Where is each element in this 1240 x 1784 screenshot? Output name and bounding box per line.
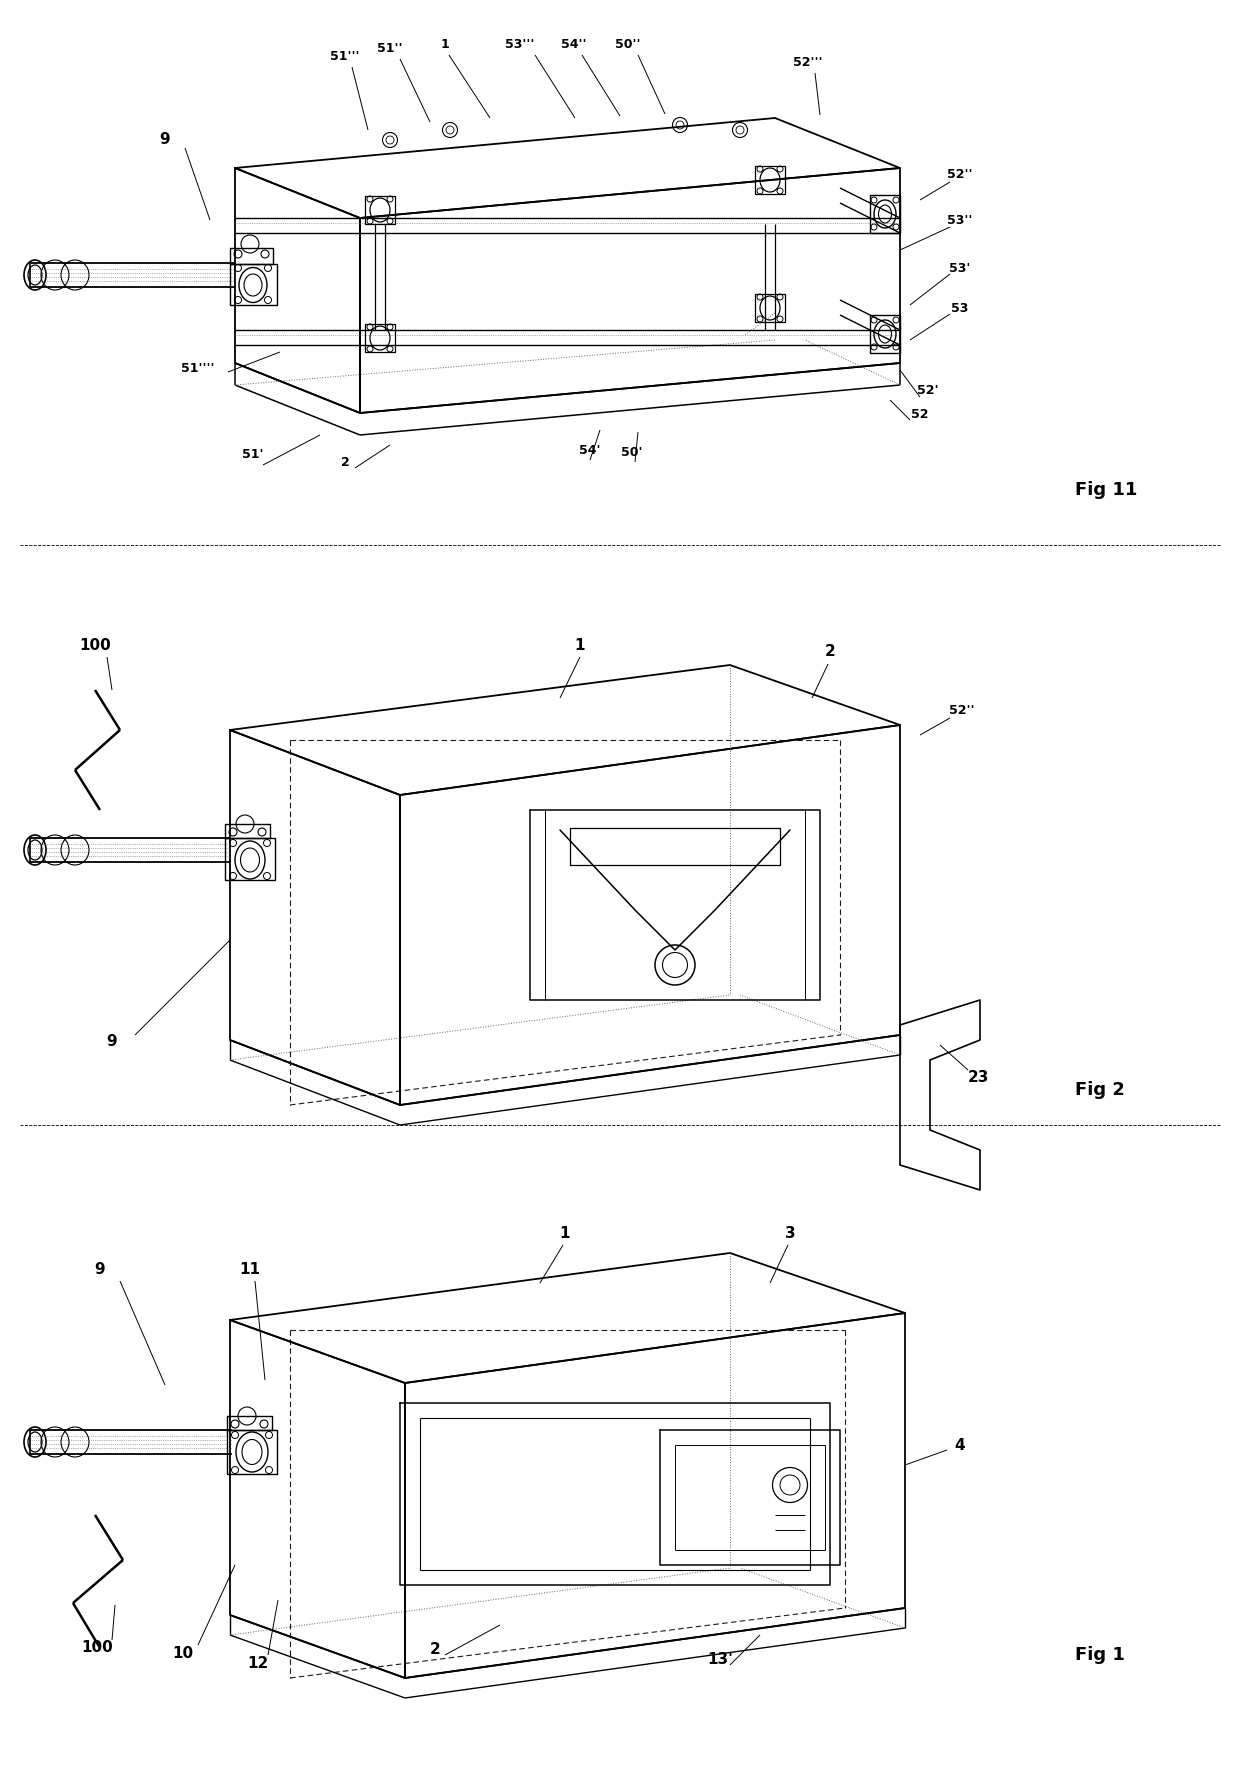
Text: 3: 3 xyxy=(785,1226,795,1240)
Text: 52''': 52''' xyxy=(794,55,823,68)
Text: 50': 50' xyxy=(621,446,642,458)
Text: 53'': 53'' xyxy=(947,214,972,227)
Text: 53: 53 xyxy=(951,301,968,314)
Text: 2: 2 xyxy=(341,455,350,469)
Text: Fig 11: Fig 11 xyxy=(1075,482,1137,500)
Text: 52'': 52'' xyxy=(947,168,972,182)
Text: 2: 2 xyxy=(429,1643,440,1657)
Text: 100: 100 xyxy=(81,1641,113,1656)
Text: 54': 54' xyxy=(579,444,600,457)
Text: 53': 53' xyxy=(950,262,971,275)
Text: 1: 1 xyxy=(575,637,585,653)
Text: 52: 52 xyxy=(911,409,929,421)
Text: 10: 10 xyxy=(172,1645,193,1661)
Text: Fig 2: Fig 2 xyxy=(1075,1081,1125,1099)
Text: 2: 2 xyxy=(825,644,836,660)
Text: 51''': 51''' xyxy=(330,50,360,64)
Text: 11: 11 xyxy=(239,1263,260,1277)
Text: 54'': 54'' xyxy=(562,37,587,50)
Text: 53''': 53''' xyxy=(506,37,534,50)
Text: 52'': 52'' xyxy=(950,703,975,717)
Text: 51'': 51'' xyxy=(377,41,403,55)
Text: 51'''': 51'''' xyxy=(181,362,215,375)
Text: 9: 9 xyxy=(160,132,170,148)
Text: 100: 100 xyxy=(79,637,110,653)
Text: 51': 51' xyxy=(242,448,264,462)
Text: 1: 1 xyxy=(559,1226,570,1240)
Text: 13': 13' xyxy=(707,1652,733,1668)
Text: 23: 23 xyxy=(967,1070,988,1085)
Text: 4: 4 xyxy=(955,1438,965,1452)
Text: 9: 9 xyxy=(107,1035,118,1049)
Text: 9: 9 xyxy=(94,1263,105,1277)
Text: 50'': 50'' xyxy=(615,37,641,50)
Text: 1: 1 xyxy=(440,37,449,50)
Text: Fig 1: Fig 1 xyxy=(1075,1647,1125,1664)
Text: 52': 52' xyxy=(918,384,939,396)
Text: 12: 12 xyxy=(247,1656,269,1670)
